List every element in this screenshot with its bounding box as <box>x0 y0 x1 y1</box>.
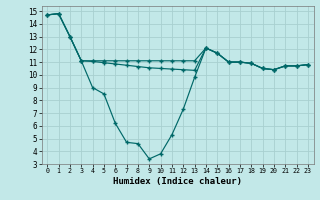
X-axis label: Humidex (Indice chaleur): Humidex (Indice chaleur) <box>113 177 242 186</box>
